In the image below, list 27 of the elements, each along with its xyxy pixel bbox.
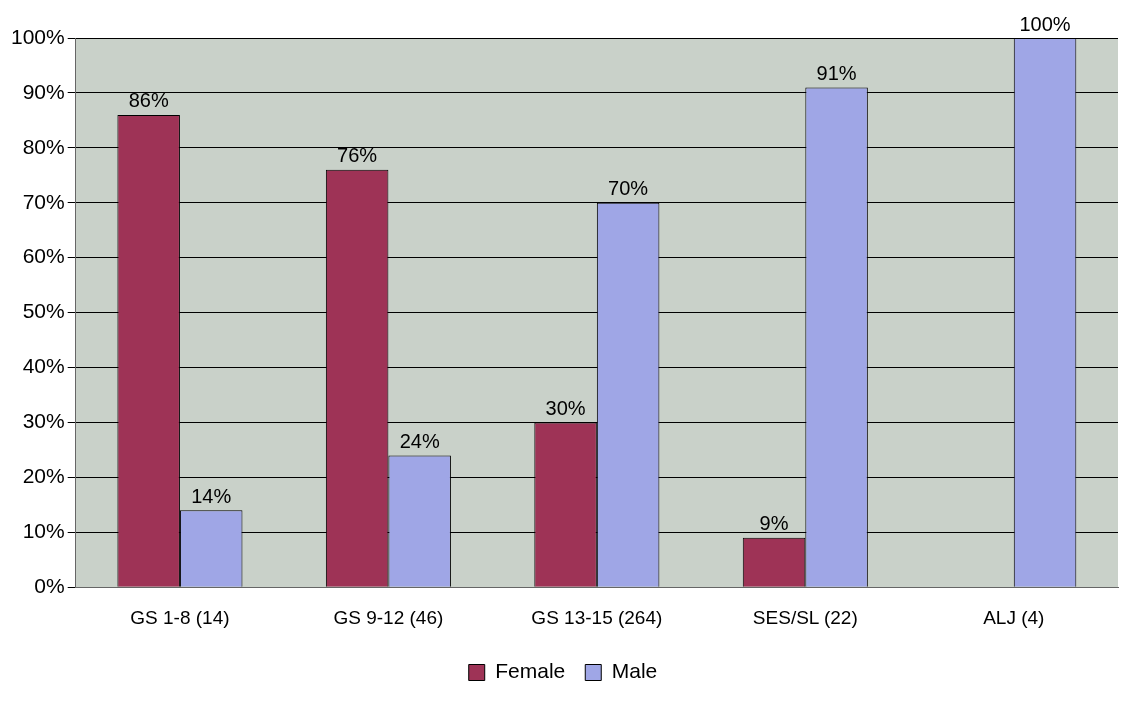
y-tick-label: 80% xyxy=(22,134,65,158)
y-tick-label: 60% xyxy=(22,244,65,268)
data-label: 91% xyxy=(816,61,857,84)
data-label: 70% xyxy=(608,177,649,200)
y-tick-label: 100% xyxy=(10,24,65,48)
x-tick-label: GS 13-15 (264) xyxy=(531,606,663,628)
y-tick-label: 0% xyxy=(34,574,65,597)
x-tick-label: GS 1-8 (14) xyxy=(130,606,230,628)
legend-label: Male xyxy=(611,659,658,683)
data-label: 9% xyxy=(759,512,789,535)
data-label: 30% xyxy=(545,396,586,419)
legend-label: Female xyxy=(495,659,566,683)
x-tick-label: SES/SL (22) xyxy=(752,606,858,628)
y-tick-label: 30% xyxy=(22,409,65,433)
data-label: 24% xyxy=(399,429,440,452)
data-label: 76% xyxy=(337,144,378,167)
y-tick-label: 50% xyxy=(22,299,65,323)
data-label: 14% xyxy=(191,484,232,507)
y-tick-label: 10% xyxy=(22,519,65,543)
y-tick-label: 90% xyxy=(22,79,65,103)
y-tick-label: 40% xyxy=(22,354,65,378)
y-tick-label: 20% xyxy=(22,464,65,488)
y-tick-label: 70% xyxy=(22,189,65,213)
data-label: 100% xyxy=(1019,12,1071,35)
x-tick-label: ALJ (4) xyxy=(983,606,1045,628)
x-tick-label: GS 9-12 (46) xyxy=(333,606,444,628)
data-label: 86% xyxy=(128,89,169,112)
